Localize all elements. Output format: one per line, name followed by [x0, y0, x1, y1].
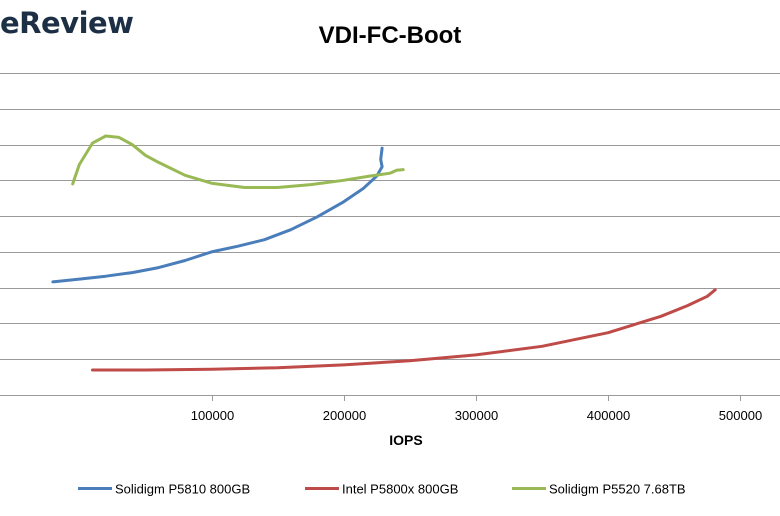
- grid-lines: [0, 73, 780, 396]
- data-series: [51, 134, 717, 372]
- x-tick-label-0: 100000: [191, 408, 234, 423]
- x-axis-title: IOPS: [389, 432, 422, 448]
- chart-title: VDI-FC-Boot: [319, 22, 462, 49]
- x-tick-label-1: 200000: [323, 408, 366, 423]
- legend: Solidigm P5810 800GB Intel P5800x 800GB So…: [78, 482, 686, 497]
- storagereview-logo: eReview: [0, 6, 134, 40]
- legend-label-1: Intel P5800x 800GB: [342, 482, 458, 497]
- series-line-2: [71, 134, 405, 189]
- x-tick-label-4: 500000: [719, 408, 762, 423]
- series-line-0: [51, 146, 384, 284]
- x-axis-ticks: 100000 200000 300000 400000 500000: [191, 395, 762, 423]
- legend-label-2: Solidigm P5520 7.68TB: [549, 482, 686, 497]
- series-line-1: [91, 288, 717, 372]
- legend-label-0: Solidigm P5810 800GB: [115, 482, 250, 497]
- x-tick-label-2: 300000: [455, 408, 498, 423]
- x-tick-label-3: 400000: [587, 408, 630, 423]
